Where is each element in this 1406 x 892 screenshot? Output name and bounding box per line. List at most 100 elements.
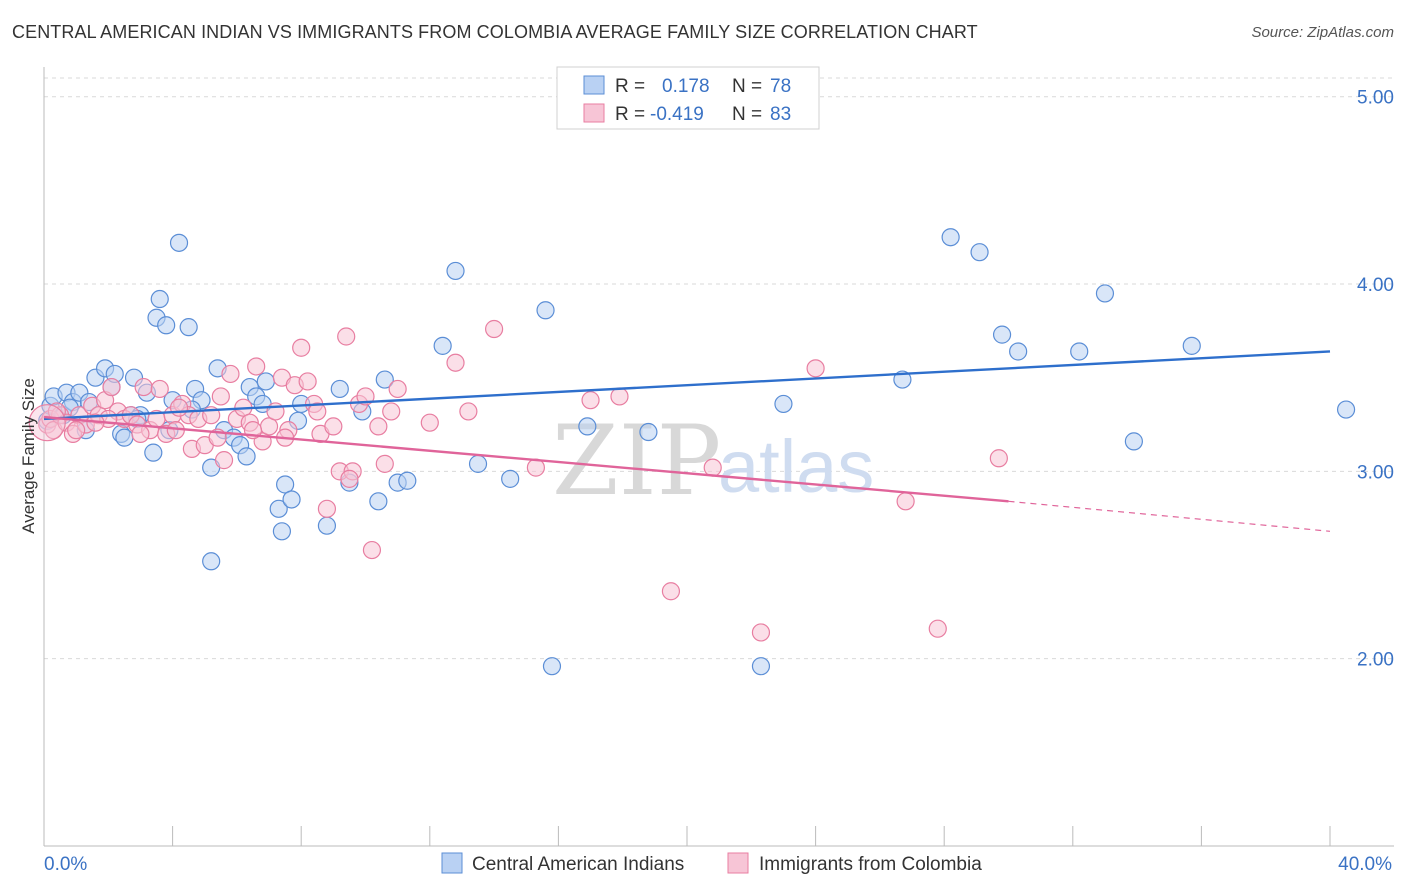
pink-point-67 xyxy=(751,623,771,642)
blue-point-44 xyxy=(330,379,349,399)
blue-point-63 xyxy=(970,243,989,262)
legend-r-value-pink: -0.419 xyxy=(650,104,704,125)
blue-point-62 xyxy=(941,228,960,247)
blue-point-56 xyxy=(542,657,562,676)
pink-point-54 xyxy=(369,417,388,436)
blue-point-54 xyxy=(501,469,520,488)
pink-point-80 xyxy=(340,469,359,488)
blue-point-50 xyxy=(398,471,417,490)
pink-point-75 xyxy=(169,398,189,417)
watermark: ZIP atlas xyxy=(552,405,874,517)
pink-trend-line xyxy=(43,415,1009,503)
blue-point-59 xyxy=(751,657,771,676)
blue-point-52 xyxy=(446,261,465,281)
pink-point-59 xyxy=(446,353,465,372)
pink-cluster-point xyxy=(28,404,66,442)
blue-point-68 xyxy=(1124,432,1143,451)
blue-point-18 xyxy=(144,443,163,462)
trend-lines xyxy=(43,350,1331,532)
legend-swatch-pink xyxy=(583,103,605,123)
blue-point-72 xyxy=(202,552,221,571)
bottom-legend-swatch-blue xyxy=(441,852,463,874)
pink-point-58 xyxy=(420,413,439,432)
pink-point-79 xyxy=(308,402,327,421)
pink-point-49 xyxy=(337,327,356,346)
legend: R = 0.178 N = 78 R = -0.419 N = 83 xyxy=(556,66,820,130)
pink-point-69 xyxy=(896,492,915,511)
blue-point-37 xyxy=(269,499,288,518)
blue-point-58 xyxy=(639,422,658,442)
legend-swatch-blue xyxy=(583,75,605,95)
y-tick-labels: 2.00 3.00 4.00 5.00 xyxy=(1357,88,1394,671)
blue-point-51 xyxy=(433,336,452,355)
pink-point-46 xyxy=(317,499,337,518)
pink-point-63 xyxy=(581,391,600,410)
pink-point-56 xyxy=(382,402,401,421)
pink-point-57 xyxy=(388,379,407,399)
y-tick-label-0: 2.00 xyxy=(1357,650,1394,671)
y-tick-label-1: 3.00 xyxy=(1357,462,1394,483)
y-axis-title: Average Family Size xyxy=(19,378,38,534)
bottom-legend-label-blue: Central American Indians xyxy=(472,854,684,875)
pink-point-76 xyxy=(211,387,230,406)
blue-point-61 xyxy=(893,370,912,389)
blue-point-69 xyxy=(1182,336,1201,355)
blue-point-43 xyxy=(317,516,337,535)
pink-point-47 xyxy=(324,417,343,436)
pink-point-71 xyxy=(989,449,1008,468)
legend-r-value-blue: 0.178 xyxy=(662,76,710,97)
legend-n-label-pink: N = xyxy=(732,104,762,125)
blue-point-24 xyxy=(169,233,189,252)
y-tick-label-3: 5.00 xyxy=(1357,88,1394,109)
pink-trend-extension xyxy=(1008,500,1331,532)
bottom-legend: Central American Indians Immigrants from… xyxy=(441,852,982,875)
blue-point-65 xyxy=(1009,342,1028,361)
blue-point-47 xyxy=(369,492,388,511)
blue-point-57 xyxy=(578,417,597,436)
pink-point-30 xyxy=(214,451,234,470)
pink-point-19 xyxy=(150,379,169,399)
watermark-atlas: atlas xyxy=(718,425,874,508)
legend-r-label-pink: R = xyxy=(615,104,645,125)
legend-n-value-pink: 83 xyxy=(770,104,791,125)
pink-point-72 xyxy=(67,421,86,440)
pink-point-11 xyxy=(102,377,121,397)
chart-title: CENTRAL AMERICAN INDIAN VS IMMIGRANTS FR… xyxy=(12,22,978,42)
watermark-zip: ZIP xyxy=(552,405,721,517)
blue-point-67 xyxy=(1095,284,1115,303)
x-tick-label-1: 40.0% xyxy=(1338,854,1392,875)
pink-point-53 xyxy=(362,540,382,560)
pink-point-81 xyxy=(47,402,66,421)
pink-point-16 xyxy=(134,377,153,397)
pink-point-31 xyxy=(221,364,240,384)
pink-point-60 xyxy=(459,402,478,421)
blue-point-21 xyxy=(157,316,176,335)
blue-point-70 xyxy=(1336,400,1356,419)
y-tick-label-2: 4.00 xyxy=(1357,275,1394,296)
blue-point-77 xyxy=(256,372,275,391)
blue-point-20 xyxy=(150,289,169,309)
blue-point-13 xyxy=(115,428,134,447)
blue-point-64 xyxy=(992,325,1012,344)
pink-point-74 xyxy=(131,424,150,444)
pink-point-55 xyxy=(375,454,394,473)
blue-point-33 xyxy=(237,447,256,466)
pink-point-42 xyxy=(292,338,311,357)
gridlines xyxy=(44,77,1394,660)
pink-point-65 xyxy=(661,582,681,601)
data-points xyxy=(28,100,1356,676)
pink-point-43 xyxy=(298,372,317,391)
pink-point-64 xyxy=(610,387,629,406)
blue-point-25 xyxy=(179,318,198,337)
legend-n-label-blue: N = xyxy=(732,76,762,97)
legend-n-value-blue: 78 xyxy=(770,76,791,97)
x-tick-labels: 0.0% 40.0% xyxy=(44,854,1392,875)
blue-trend-line xyxy=(43,350,1331,421)
pink-point-68 xyxy=(806,359,825,378)
axes xyxy=(43,67,1394,847)
blue-point-53 xyxy=(468,454,488,473)
blue-point-66 xyxy=(1070,342,1089,361)
bottom-legend-swatch-pink xyxy=(727,852,749,874)
blue-point-60 xyxy=(774,394,793,414)
